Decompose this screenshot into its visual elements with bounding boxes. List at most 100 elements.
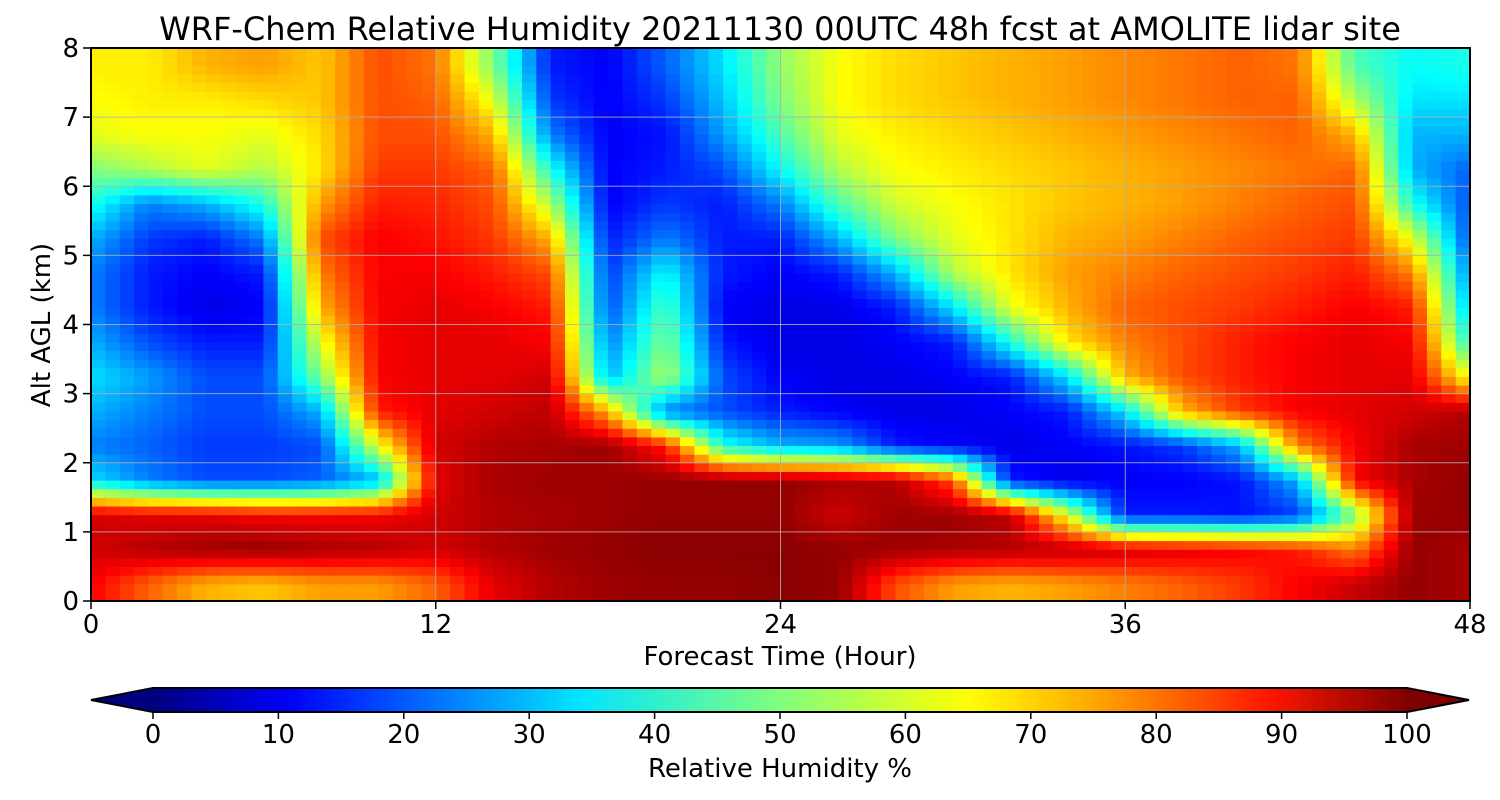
heatmap-cell bbox=[220, 333, 236, 343]
heatmap-cell bbox=[1197, 238, 1213, 248]
heatmap-cell bbox=[1254, 592, 1270, 601]
heatmap-cell bbox=[823, 238, 839, 248]
heatmap-cell bbox=[134, 583, 150, 593]
heatmap-cell bbox=[105, 350, 121, 360]
heatmap-cell bbox=[1053, 350, 1069, 360]
heatmap-cell bbox=[924, 523, 940, 533]
heatmap-cell bbox=[866, 583, 882, 593]
heatmap-cell bbox=[105, 549, 121, 559]
heatmap-cell bbox=[1067, 350, 1083, 360]
heatmap-cell bbox=[1211, 272, 1227, 282]
heatmap-cell bbox=[723, 471, 738, 481]
heatmap-cell bbox=[593, 298, 609, 308]
heatmap-cell bbox=[220, 194, 236, 205]
heatmap-cell bbox=[651, 428, 667, 438]
heatmap-cell bbox=[521, 272, 537, 282]
heatmap-cell bbox=[909, 359, 925, 369]
heatmap-cell bbox=[249, 592, 264, 601]
heatmap-cell bbox=[565, 514, 580, 524]
heatmap-cell bbox=[1139, 410, 1155, 421]
heatmap-cell bbox=[1225, 333, 1241, 343]
heatmap-cell bbox=[938, 540, 954, 550]
heatmap-cell bbox=[1426, 168, 1442, 179]
heatmap-cell bbox=[866, 505, 882, 516]
heatmap-cell bbox=[550, 324, 566, 334]
heatmap-cell bbox=[1283, 523, 1299, 533]
heatmap-cell bbox=[952, 471, 968, 481]
heatmap-cell bbox=[1311, 177, 1327, 187]
heatmap-cell bbox=[1125, 324, 1141, 334]
heatmap-cell bbox=[91, 445, 106, 455]
heatmap-cell bbox=[421, 168, 437, 179]
heatmap-cell bbox=[220, 566, 236, 576]
heatmap-cell bbox=[1426, 583, 1442, 593]
heatmap-cell bbox=[148, 333, 164, 343]
heatmap-cell bbox=[723, 151, 738, 161]
heatmap-cell bbox=[550, 471, 566, 481]
heatmap-cell bbox=[1240, 514, 1256, 524]
heatmap-cell bbox=[493, 592, 509, 601]
heatmap-cell bbox=[1110, 376, 1126, 386]
heatmap-cell bbox=[780, 341, 796, 352]
heatmap-cell bbox=[1340, 505, 1356, 516]
heatmap-cell bbox=[1096, 220, 1112, 231]
heatmap-cell bbox=[1153, 220, 1169, 231]
heatmap-cell bbox=[837, 168, 853, 179]
heatmap-cell bbox=[938, 246, 954, 256]
heatmap-cell bbox=[1125, 359, 1141, 369]
heatmap-cell bbox=[1096, 350, 1112, 360]
heatmap-cell bbox=[723, 194, 738, 205]
heatmap-cell bbox=[1039, 246, 1055, 256]
heatmap-cell bbox=[1240, 281, 1256, 291]
heatmap-cell bbox=[1211, 497, 1227, 507]
heatmap-cell bbox=[1139, 445, 1155, 455]
heatmap-cell bbox=[852, 384, 868, 395]
heatmap-cell bbox=[1412, 583, 1428, 593]
heatmap-cell bbox=[809, 376, 825, 386]
heatmap-cell bbox=[579, 194, 595, 205]
heatmap-cell bbox=[1168, 480, 1184, 490]
heatmap-cell bbox=[148, 436, 164, 447]
heatmap-cell bbox=[1297, 436, 1313, 447]
heatmap-cell bbox=[1283, 575, 1299, 585]
heatmap-cell bbox=[177, 557, 193, 568]
heatmap-cell bbox=[608, 151, 624, 161]
heatmap-cell bbox=[249, 428, 264, 438]
heatmap-cell bbox=[105, 324, 121, 334]
heatmap-cell bbox=[780, 488, 796, 498]
heatmap-cell bbox=[622, 583, 638, 593]
heatmap-cell bbox=[708, 410, 724, 421]
heatmap-cell bbox=[1039, 367, 1055, 377]
heatmap-cell bbox=[1398, 540, 1414, 550]
heatmap-cell bbox=[1240, 315, 1256, 326]
heatmap-cell bbox=[191, 298, 207, 308]
heatmap-cell bbox=[1139, 514, 1155, 524]
heatmap-cell bbox=[435, 212, 451, 222]
heatmap-cell bbox=[608, 246, 624, 256]
heatmap-cell bbox=[407, 220, 422, 231]
heatmap-cell bbox=[1311, 238, 1327, 248]
heatmap-cell bbox=[306, 168, 322, 179]
heatmap-cell bbox=[306, 203, 322, 213]
heatmap-cell bbox=[234, 402, 250, 412]
heatmap-cell bbox=[91, 289, 106, 300]
heatmap-cell bbox=[407, 514, 422, 524]
heatmap-cell bbox=[335, 246, 351, 256]
heatmap-cell bbox=[1125, 540, 1141, 550]
heatmap-cell bbox=[1039, 324, 1055, 334]
heatmap-cell bbox=[967, 186, 983, 196]
heatmap-cell bbox=[435, 350, 451, 360]
heatmap-cell bbox=[1369, 367, 1385, 377]
heatmap-cell bbox=[1398, 333, 1414, 343]
heatmap-cell bbox=[464, 160, 480, 170]
heatmap-cell bbox=[335, 359, 351, 369]
heatmap-cell bbox=[565, 575, 580, 585]
heatmap-cell bbox=[320, 471, 336, 481]
heatmap-cell bbox=[435, 246, 451, 256]
heatmap-cell bbox=[1125, 549, 1141, 559]
heatmap-cell bbox=[1053, 436, 1069, 447]
heatmap-cell bbox=[1211, 592, 1227, 601]
heatmap-cell bbox=[378, 549, 394, 559]
heatmap-cell bbox=[521, 575, 537, 585]
heatmap-cell bbox=[1311, 583, 1327, 593]
